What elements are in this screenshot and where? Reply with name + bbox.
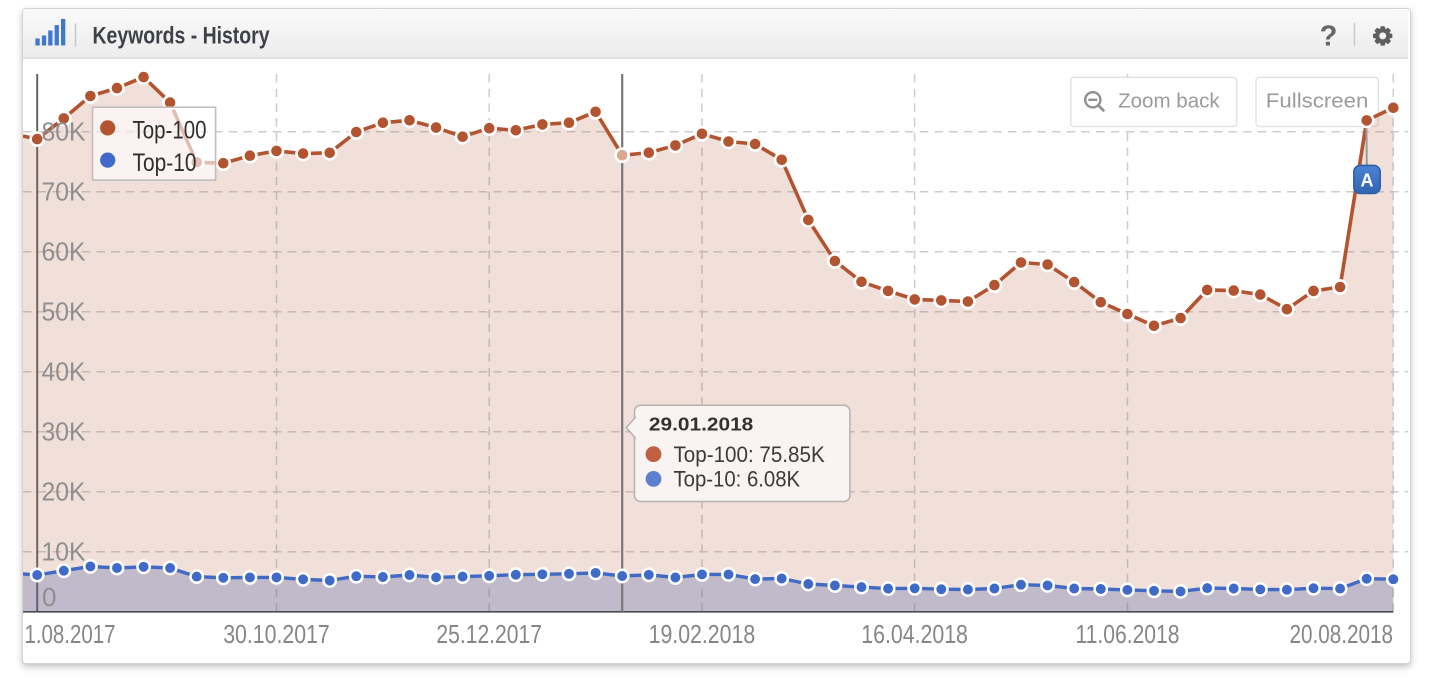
svg-text:Top-100: Top-100 — [132, 117, 206, 145]
svg-text:60K: 60K — [41, 237, 86, 267]
svg-text:Top-100: 75.85K: Top-100: 75.85K — [673, 442, 824, 467]
svg-text:30.10.2017: 30.10.2017 — [223, 619, 330, 649]
svg-text:0: 0 — [42, 582, 56, 612]
svg-text:1.08.2017: 1.08.2017 — [24, 619, 115, 649]
svg-text:25.12.2017: 25.12.2017 — [436, 619, 542, 649]
svg-text:11.06.2018: 11.06.2018 — [1075, 619, 1179, 649]
svg-text:29.01.2018: 29.01.2018 — [648, 414, 752, 434]
svg-text:Keywords - History: Keywords - History — [92, 22, 270, 49]
svg-text:A: A — [1360, 170, 1373, 190]
svg-text:20.08.2018: 20.08.2018 — [1289, 619, 1393, 649]
svg-text:30K: 30K — [41, 417, 86, 447]
svg-text:16.04.2018: 16.04.2018 — [861, 619, 968, 649]
svg-text:Top-10: Top-10 — [132, 149, 196, 177]
svg-text:Top-10: 6.08K: Top-10: 6.08K — [673, 467, 800, 492]
svg-text:50K: 50K — [41, 297, 86, 327]
svg-text:19.02.2018: 19.02.2018 — [648, 619, 755, 649]
svg-text:10K: 10K — [41, 537, 86, 567]
svg-text:?: ? — [1319, 21, 1337, 53]
svg-text:70K: 70K — [41, 177, 86, 207]
svg-text:20K: 20K — [41, 477, 86, 507]
svg-text:Fullscreen: Fullscreen — [1265, 91, 1368, 113]
svg-text:Zoom back: Zoom back — [1118, 91, 1221, 113]
svg-text:80K: 80K — [41, 117, 86, 147]
svg-text:40K: 40K — [41, 357, 86, 387]
